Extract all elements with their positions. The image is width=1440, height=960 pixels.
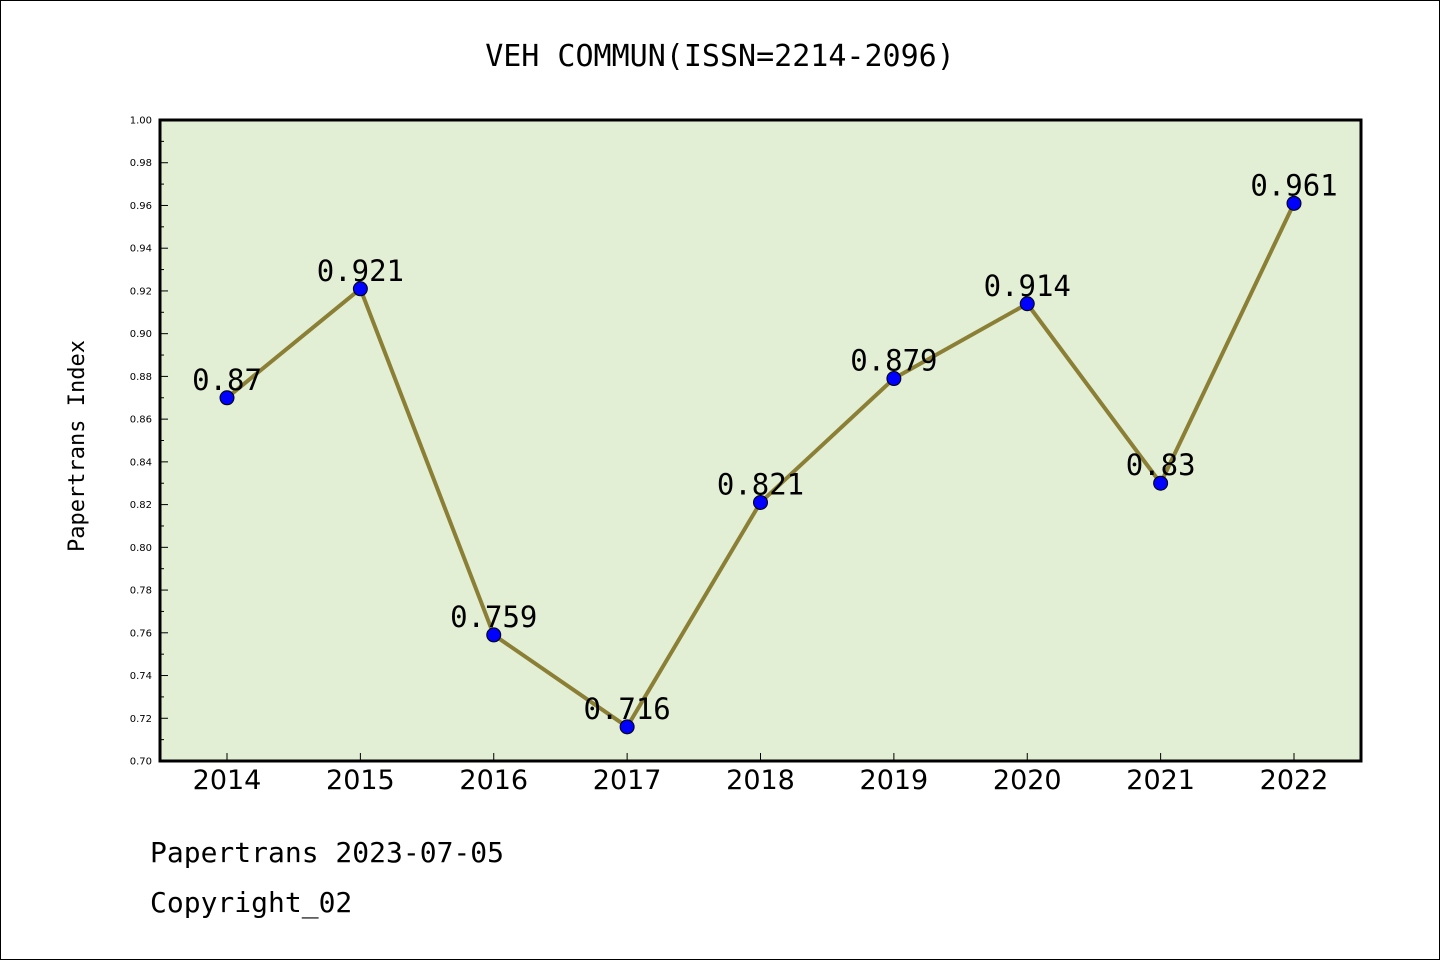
y-tick-label: 0.76	[130, 628, 152, 639]
y-tick-label: 0.94	[130, 244, 152, 255]
data-point-label: 0.716	[583, 692, 670, 726]
data-point-label: 0.914	[984, 269, 1071, 303]
data-point-marker	[1286, 195, 1302, 211]
data-point-marker	[886, 371, 902, 387]
y-axis-label: Papertrans Index	[65, 340, 90, 552]
data-point-label: 0.759	[450, 600, 537, 634]
y-axis-tick-labels: 0.70 0.72 0.74 0.76 0.78 0.80 0.82 0.84 0.86 0.88…	[130, 116, 152, 768]
y-tick-label: 0.84	[130, 457, 152, 468]
data-point-marker	[352, 281, 368, 297]
y-tick-label: 0.90	[130, 329, 152, 340]
y-tick-label: 0.82	[130, 500, 152, 511]
x-tick-label: 2016	[459, 765, 528, 796]
axis-ticks	[160, 119, 1295, 762]
data-point-label: 0.921	[317, 254, 404, 288]
x-tick-label: 2022	[1260, 765, 1329, 796]
x-tick-label: 2014	[193, 765, 262, 796]
y-tick-label: 0.86	[130, 415, 152, 426]
footer-date: Papertrans 2023-07-05	[150, 836, 505, 869]
chart-title: VEH COMMUN(ISSN=2214-2096)	[485, 39, 955, 74]
data-point-marker	[1153, 475, 1169, 491]
y-tick-label: 0.78	[130, 586, 152, 597]
series-markers	[219, 195, 1302, 735]
x-tick-label: 2021	[1126, 765, 1195, 796]
y-tick-label: 0.96	[130, 201, 152, 212]
y-tick-label: 0.98	[130, 158, 152, 169]
x-tick-label: 2017	[593, 765, 662, 796]
data-point-label: 0.821	[717, 467, 804, 501]
data-point-marker	[753, 494, 768, 510]
data-point-marker	[486, 627, 502, 643]
data-point-label: 0.87	[192, 363, 262, 397]
x-tick-label: 2020	[993, 765, 1062, 796]
y-tick-label: 0.74	[130, 671, 152, 682]
data-point-label: 0.961	[1250, 168, 1337, 202]
data-labels: 0.87 0.921 0.759 0.716 0.821 0.879 0.914 0.83 0.…	[192, 168, 1338, 725]
x-tick-label: 2018	[726, 765, 795, 796]
y-tick-label: 1.00	[130, 116, 152, 127]
y-tick-label: 0.92	[130, 286, 152, 297]
data-point-label: 0.879	[850, 344, 937, 378]
x-tick-label: 2019	[860, 765, 929, 796]
y-tick-label: 0.72	[130, 714, 152, 725]
y-tick-label: 0.80	[130, 543, 152, 554]
footer-copyright: Copyright_02	[150, 886, 353, 919]
data-point-marker	[1019, 296, 1035, 312]
x-tick-label: 2015	[326, 765, 395, 796]
data-point-label: 0.83	[1126, 448, 1196, 482]
y-tick-label: 0.70	[130, 757, 152, 768]
y-tick-label: 0.88	[130, 372, 152, 383]
data-point-marker	[619, 719, 635, 735]
plot-area	[158, 118, 1363, 763]
data-point-marker	[219, 390, 235, 406]
x-axis-tick-labels: 2014 2015 2016 2017 2018 2019 2020 2021 2022	[193, 765, 1329, 796]
